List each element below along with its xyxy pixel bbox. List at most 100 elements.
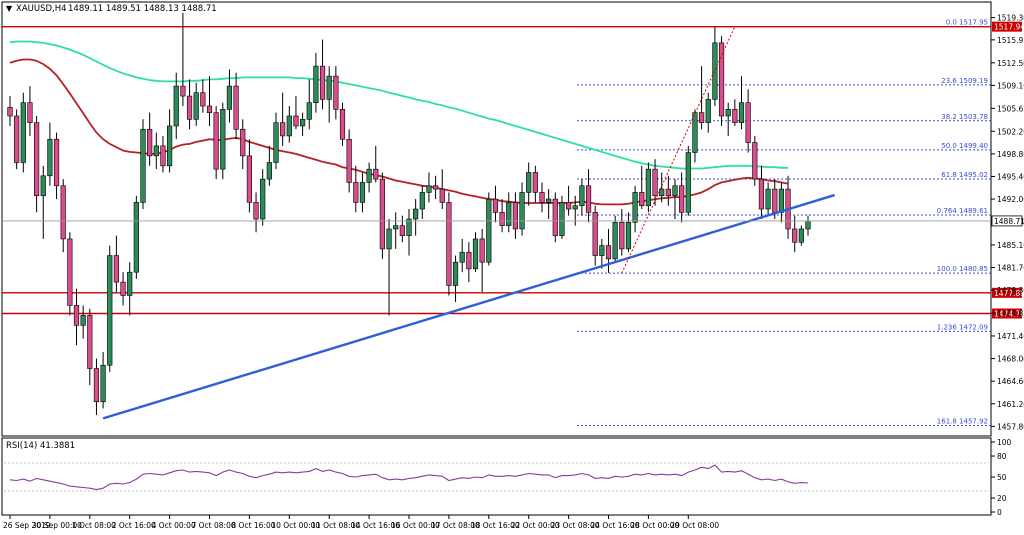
candle-body [685,152,691,213]
candle-body [506,202,512,226]
candle-body [246,155,253,203]
rsi-tick-label: 80 [997,452,1007,461]
ohlc-values: 1489.11 1489.51 1488.13 1488.71 [68,4,217,14]
candle-body [366,168,372,183]
candle-body [472,238,479,270]
fibonacci-diagonal[interactable] [621,26,736,274]
candle-body [213,112,219,170]
price-tick-label: 1481.70 [997,264,1024,273]
candle-body [599,245,605,256]
price-tick-label: 1478.30 [997,286,1024,295]
time-tick-label: 22 Oct 00:00 [511,521,560,530]
symbol-dropdown-icon[interactable]: ▼ [6,4,13,13]
candle-body [100,364,106,403]
candle-body [333,75,339,110]
candle-body [452,261,459,286]
price-tick-label: 1512.50 [997,59,1024,68]
candle-body [47,138,53,177]
fib-level-label: 61.8 1495.02 [941,171,988,179]
price-tick-label: 1502.20 [997,127,1024,136]
horizontal-levels[interactable]: 1517.94 1477.89 1474.78 [2,21,1024,319]
trendlines[interactable] [102,26,835,420]
time-tick-label: 18 Oct 16:00 [471,521,520,530]
candle-body [53,138,60,187]
time-tick-label: 14 Oct 16:00 [351,521,400,530]
main-chart-frame [1,1,992,437]
candle-body [27,102,33,123]
candle-body [672,185,678,197]
rsi-indicator: 100 80 50 20 0 [4,438,1012,517]
candle-body [772,188,778,213]
candle-body [226,85,233,110]
candle-body [33,122,40,197]
candle-body [107,255,113,366]
price-tick-label: 1519.30 [997,14,1024,23]
candle-body [692,112,698,153]
candle-body [293,115,299,127]
rsi-tick-label: 100 [997,438,1012,447]
price-axis: 1519.30 1515.95 1512.50 1509.10 1505.65 1502.… [991,14,1024,431]
candle-body [632,192,638,223]
candle-body [200,92,206,107]
candle-body [732,109,738,123]
candle-body [193,92,199,120]
rsi-tick-label: 0 [997,508,1002,517]
candle-body [140,128,146,203]
candle-body [20,102,26,163]
candle-body [60,185,66,240]
candle-body [273,122,279,163]
candle-body [413,208,419,220]
candle-body [186,95,193,120]
price-tick-label: 1468.00 [997,355,1024,364]
candle-body [14,115,20,163]
price-tick-label: 1495.40 [997,172,1024,181]
candle-body [665,188,671,197]
fib-level-label: 100.0 1480.85 [937,265,988,273]
candle-body [406,218,412,236]
candle-body [486,198,492,263]
candle-body [220,109,226,170]
candle-body [758,178,765,210]
candle-body [286,115,292,137]
moving-average-line [9,40,789,170]
candle-body [745,102,751,143]
candle-body [306,102,312,120]
candle-body [512,202,518,230]
candle-body [113,255,119,283]
fib-level-label: 38.2 1503.78 [941,113,988,121]
candle-body [526,172,532,193]
support-trendline[interactable] [102,193,835,420]
candle-body [519,192,525,230]
time-tick-label: 2 Oct 16:00 [112,521,156,530]
candle-body [592,212,598,256]
candle-body [492,198,499,213]
candle-body [798,228,804,243]
candle-body [233,85,239,130]
candle-body [120,281,126,296]
rsi-tick-label: 20 [997,494,1007,503]
candle-body [266,162,272,180]
time-tick-label: 16 Oct 00:00 [391,521,440,530]
candle-body [625,222,632,250]
candle-body [459,251,465,263]
candle-body [393,225,399,230]
price-tick-label: 1485.10 [997,241,1024,250]
candle-body [552,198,558,236]
time-tick-label: 24 Oct 16:00 [591,521,640,530]
candle-body [645,168,651,207]
candle-body [313,65,319,103]
price-tick-label: 1505.65 [997,104,1024,113]
candle-body [639,192,645,207]
fib-level-label: 1.236 1472.09 [937,323,988,331]
horizontal-level-tag [992,308,1022,319]
candle-body [439,188,445,203]
candle-body [127,271,133,296]
horizontal-level-tag [992,21,1022,32]
candle-body [326,75,332,100]
candle-body [80,315,86,326]
candle-body [180,85,186,97]
candle-body [253,202,259,220]
candle-body [752,142,758,180]
